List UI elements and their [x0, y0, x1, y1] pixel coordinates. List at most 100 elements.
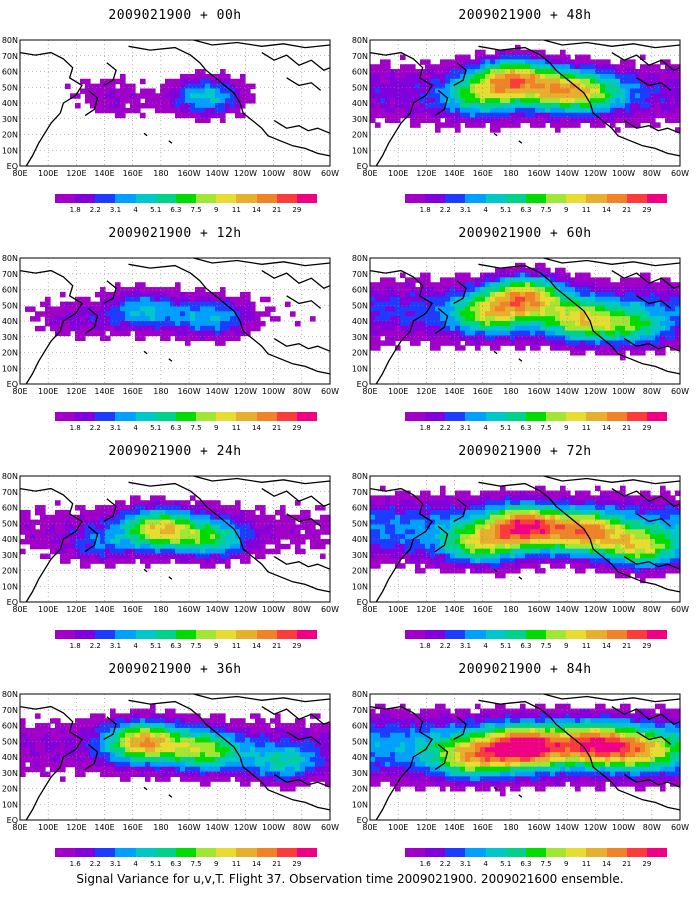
variance-cell — [40, 742, 46, 748]
variance-cell — [550, 311, 556, 317]
variance-cell — [190, 505, 196, 511]
variance-cell — [490, 117, 496, 123]
variance-cell — [455, 112, 461, 119]
variance-cell — [605, 345, 611, 351]
variance-cell — [115, 93, 121, 99]
variance-cell — [580, 568, 586, 574]
variance-cell — [490, 340, 496, 346]
variance-cell — [495, 311, 501, 317]
variance-cell — [590, 335, 596, 341]
variance-cell — [115, 529, 121, 535]
variance-cell — [575, 321, 581, 327]
variance-cell — [140, 727, 146, 734]
variance-cell — [175, 558, 181, 564]
variance-cell — [445, 93, 451, 99]
variance-cell — [575, 112, 581, 119]
latitude-tick-label: 50N — [352, 301, 368, 310]
variance-cell — [635, 325, 641, 332]
variance-cell — [650, 98, 656, 104]
variance-cell — [575, 296, 581, 303]
variance-cell — [475, 117, 481, 123]
variance-cell — [445, 529, 451, 535]
variance-cell — [390, 495, 396, 501]
variance-cell — [225, 330, 231, 337]
variance-cell — [385, 553, 391, 559]
variance-cell — [675, 287, 681, 293]
variance-cell — [100, 306, 106, 312]
variance-cell — [550, 88, 556, 94]
variance-cell — [230, 301, 236, 308]
variance-cell — [195, 539, 201, 545]
variance-cell — [575, 505, 581, 511]
variance-cell — [470, 514, 476, 521]
variance-cell — [435, 524, 441, 530]
variance-cell — [80, 558, 86, 564]
variance-cell — [20, 718, 26, 724]
variance-cell — [560, 563, 566, 569]
variance-cell — [220, 321, 226, 327]
variance-cell — [535, 505, 541, 511]
variance-cell — [445, 543, 451, 550]
variance-cell — [450, 505, 456, 511]
variance-cell — [465, 282, 471, 288]
variance-cell — [565, 291, 571, 298]
variance-cell — [225, 306, 231, 312]
variance-cell — [295, 732, 301, 739]
variance-cell — [605, 514, 611, 521]
variance-cell — [540, 277, 546, 283]
variance-cell — [660, 112, 666, 119]
variance-cell — [610, 529, 616, 535]
variance-cell — [645, 345, 651, 351]
latitude-tick-label: 20N — [2, 349, 18, 358]
variance-cell — [505, 98, 511, 104]
variance-cell — [165, 306, 171, 312]
variance-cell — [475, 64, 481, 70]
variance-cell — [670, 287, 676, 293]
variance-cell — [410, 340, 416, 346]
variance-cell — [390, 78, 396, 85]
variance-cell — [370, 340, 376, 346]
longitude-tick-label: 120E — [66, 169, 86, 178]
variance-cell — [645, 495, 651, 501]
variance-cell — [475, 291, 481, 298]
variance-cell — [625, 59, 631, 65]
variance-cell — [215, 340, 221, 346]
variance-cell — [370, 98, 376, 104]
variance-cell — [460, 291, 466, 298]
variance-cell — [55, 732, 61, 739]
variance-cell — [300, 524, 306, 530]
variance-cell — [450, 534, 456, 540]
variance-cell — [95, 301, 101, 308]
variance-cell — [220, 103, 226, 109]
variance-cell — [150, 553, 156, 559]
variance-cell — [495, 122, 501, 128]
variance-cell — [145, 296, 151, 303]
variance-cell — [535, 330, 541, 337]
variance-cell — [670, 335, 676, 341]
variance-cell — [205, 330, 211, 337]
variance-cell — [185, 519, 191, 526]
variance-cell — [140, 325, 146, 332]
variance-cell — [230, 509, 236, 516]
variance-cell — [250, 509, 256, 516]
variance-cell — [160, 558, 166, 564]
variance-cell — [240, 311, 246, 317]
variance-cell — [390, 509, 396, 516]
variance-cell — [420, 534, 426, 540]
variance-cell — [565, 330, 571, 337]
longitude-tick-label: 60W — [671, 387, 689, 396]
variance-cell — [465, 98, 471, 104]
variance-cell — [555, 78, 561, 85]
variance-cell — [140, 306, 146, 312]
variance-cell — [55, 529, 61, 535]
variance-cell — [545, 539, 551, 545]
colorbar-tick-label: 4 — [483, 424, 488, 432]
variance-cell — [565, 514, 571, 521]
variance-cell — [80, 563, 86, 569]
variance-cell — [465, 103, 471, 109]
coastlines — [19, 257, 331, 385]
variance-cell — [650, 529, 656, 535]
variance-cell — [555, 553, 561, 559]
variance-cell — [515, 548, 521, 555]
